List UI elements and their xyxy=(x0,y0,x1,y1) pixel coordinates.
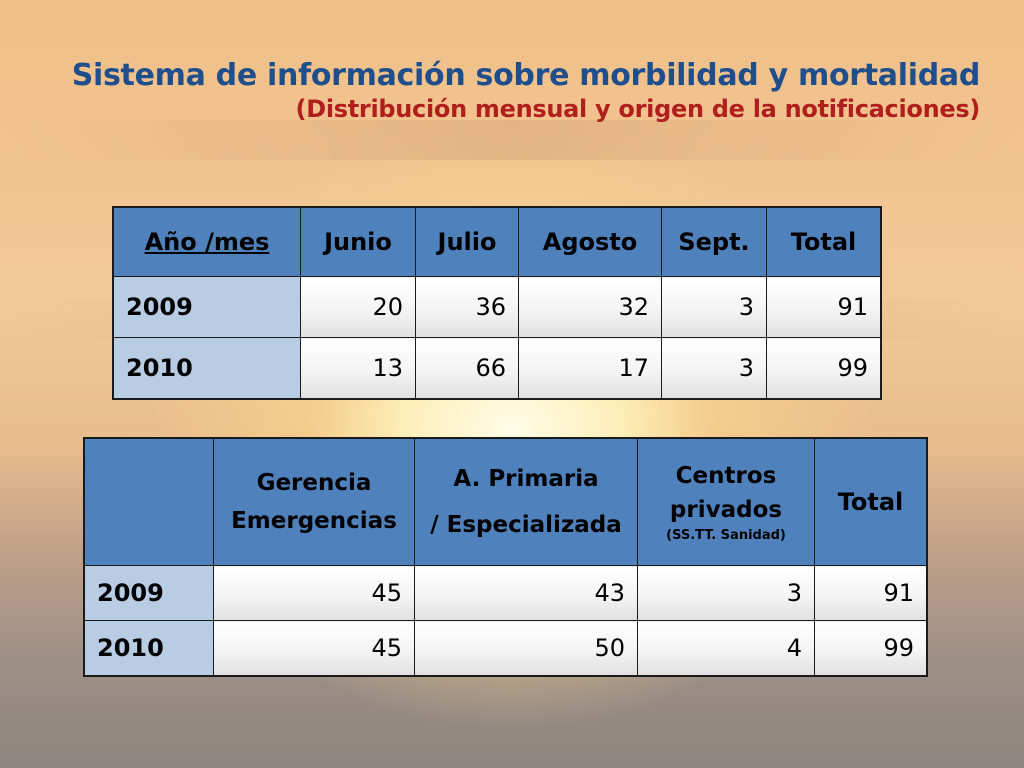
cell-value: 4 xyxy=(637,620,815,677)
cell-total: 99 xyxy=(766,337,882,400)
header-total: Total xyxy=(766,206,882,277)
header-agosto: Agosto xyxy=(518,206,662,277)
header-year-month: Año /mes xyxy=(112,206,301,277)
cell-value: 3 xyxy=(661,337,767,400)
cell-value: 3 xyxy=(637,565,815,621)
cell-total: 91 xyxy=(814,565,928,621)
sky-streak xyxy=(0,120,1024,160)
monthly-distribution-table: Año /mes Junio Julio Agosto Sept. Total … xyxy=(112,206,882,400)
cell-value: 3 xyxy=(661,276,767,338)
table-row: 2010 45 50 4 99 xyxy=(83,620,928,677)
cell-value: 13 xyxy=(300,337,416,400)
header-centros-privados: Centros privados (SS.TT. Sanidad) xyxy=(637,437,815,566)
slide-title: Sistema de información sobre morbilidad … xyxy=(71,58,981,93)
cell-value: 20 xyxy=(300,276,416,338)
header-primaria-especializada: A. Primaria / Especializada xyxy=(414,437,638,566)
header-junio: Junio xyxy=(300,206,416,277)
cell-total: 99 xyxy=(814,620,928,677)
slide-subtitle: (Distribución mensual y origen de la not… xyxy=(295,95,981,123)
notification-origin-table: Gerencia Emergencias A. Primaria / Espec… xyxy=(83,437,928,677)
cell-value: 45 xyxy=(213,565,415,621)
title-block: Sistema de información sobre morbilidad … xyxy=(71,58,981,124)
cell-value: 32 xyxy=(518,276,662,338)
table-row: 2010 13 66 17 3 99 xyxy=(112,337,882,400)
cell-value: 36 xyxy=(415,276,519,338)
table-row: 2009 20 36 32 3 91 xyxy=(112,276,882,338)
cell-value: 17 xyxy=(518,337,662,400)
header-total: Total xyxy=(814,437,928,566)
cell-value: 43 xyxy=(414,565,638,621)
cell-value: 66 xyxy=(415,337,519,400)
row-label-2009: 2009 xyxy=(112,276,301,338)
row-label-2010: 2010 xyxy=(83,620,214,677)
cell-value: 45 xyxy=(213,620,415,677)
header-julio: Julio xyxy=(415,206,519,277)
cell-total: 91 xyxy=(766,276,882,338)
table-header-row: Gerencia Emergencias A. Primaria / Espec… xyxy=(83,437,928,566)
header-note: (SS.TT. Sanidad) xyxy=(666,528,786,543)
row-label-2010: 2010 xyxy=(112,337,301,400)
header-empty xyxy=(83,437,214,566)
table-header-row: Año /mes Junio Julio Agosto Sept. Total xyxy=(112,206,882,277)
header-gerencia-emergencias: Gerencia Emergencias xyxy=(213,437,415,566)
header-sept: Sept. xyxy=(661,206,767,277)
row-label-2009: 2009 xyxy=(83,565,214,621)
table-row: 2009 45 43 3 91 xyxy=(83,565,928,621)
cell-value: 50 xyxy=(414,620,638,677)
